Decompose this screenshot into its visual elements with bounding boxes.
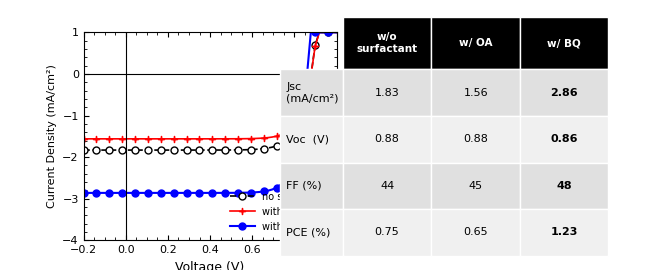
no surfactant xyxy=(165,148,173,152)
with OA xyxy=(332,31,341,34)
with OA xyxy=(161,137,169,140)
with BQ xyxy=(122,191,130,194)
Legend: no surfactant, with OA, with BQ: no surfactant, with OA, with BQ xyxy=(226,188,332,235)
no surfactant xyxy=(238,148,246,151)
no surfactant xyxy=(144,148,152,152)
with BQ xyxy=(165,191,173,194)
no surfactant xyxy=(153,148,161,152)
no surfactant xyxy=(315,31,323,34)
with OA xyxy=(238,137,246,140)
with BQ xyxy=(161,191,169,194)
with BQ xyxy=(238,191,246,194)
Line: no surfactant: no surfactant xyxy=(80,29,340,154)
with BQ xyxy=(144,191,152,194)
with BQ xyxy=(80,191,88,194)
with BQ xyxy=(153,191,161,194)
with OA xyxy=(144,137,152,140)
with OA xyxy=(165,137,173,140)
Line: with OA: with OA xyxy=(80,29,340,142)
with OA xyxy=(80,137,88,140)
with OA xyxy=(122,137,130,140)
with BQ xyxy=(307,31,315,34)
with OA xyxy=(153,137,161,140)
Line: with BQ: with BQ xyxy=(80,29,340,196)
no surfactant xyxy=(161,148,169,152)
no surfactant xyxy=(80,148,88,152)
X-axis label: Voltage (V): Voltage (V) xyxy=(175,261,245,270)
no surfactant xyxy=(122,148,130,152)
no surfactant xyxy=(332,31,341,34)
with BQ xyxy=(332,31,341,34)
with OA xyxy=(315,31,323,34)
Y-axis label: Current Density (mA/cm²): Current Density (mA/cm²) xyxy=(47,65,57,208)
